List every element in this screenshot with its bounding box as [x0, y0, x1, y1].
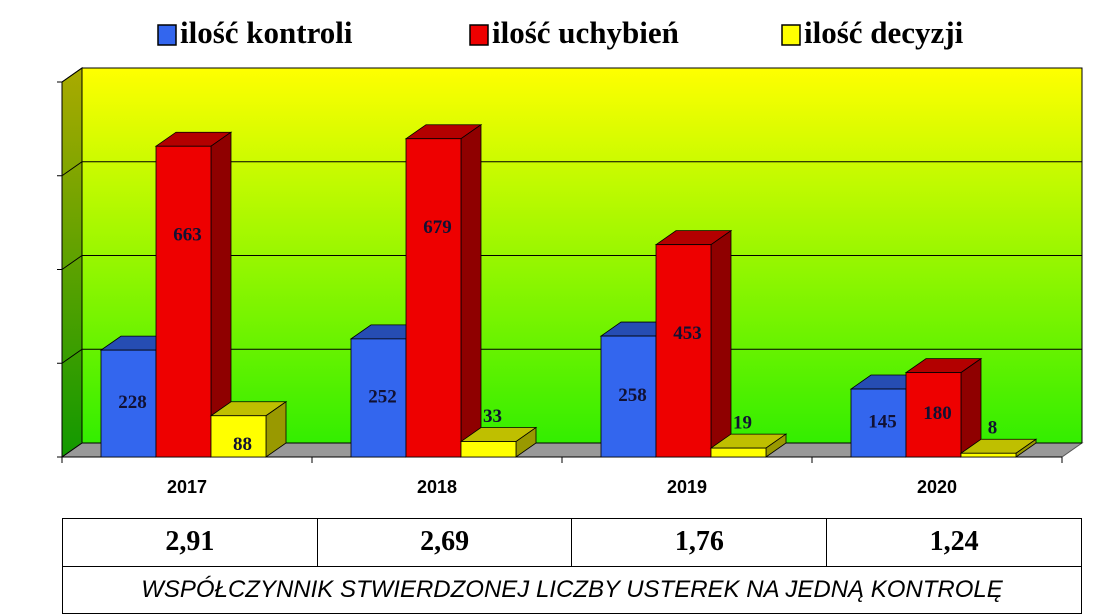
legend-label: ilość decyzji	[804, 15, 964, 50]
bar	[905, 372, 962, 458]
data-label: 33	[483, 406, 502, 427]
bar	[350, 338, 407, 458]
x-tick-label: 2018	[417, 477, 457, 497]
bar-side	[710, 229, 732, 458]
bar	[600, 335, 657, 458]
chart: ilość kontroli ilość uchybień ilość decyzj…	[57, 15, 1084, 497]
x-tick-label: 2017	[167, 477, 207, 497]
grid-line	[61, 442, 83, 458]
bar	[655, 244, 712, 458]
grid-line	[61, 255, 83, 270]
table-cell: 2,69	[316, 518, 573, 567]
legend: ilość kontroli ilość uchybień ilość decyzj…	[157, 15, 964, 50]
table-cell: 1,76	[571, 518, 828, 567]
table-caption: WSPÓŁCZYNNIK STWIERDZONEJ LICZBY USTEREK…	[62, 565, 1082, 614]
data-label: 19	[733, 412, 752, 433]
bar-side	[460, 123, 482, 458]
legend-swatch	[469, 24, 489, 46]
bar	[155, 145, 212, 458]
data-label: 453	[673, 323, 702, 344]
bar	[850, 388, 907, 458]
grid-line	[61, 67, 83, 83]
grid-line	[61, 348, 83, 364]
data-label: 88	[233, 434, 252, 455]
table-row: 2,91 2,69 1,76 1,24	[62, 518, 1082, 567]
legend-swatch	[781, 24, 801, 46]
data-label: 252	[368, 386, 397, 407]
legend-label: ilość kontroli	[180, 15, 353, 50]
bar	[405, 138, 462, 458]
legend-swatch	[157, 24, 177, 46]
data-label: 180	[923, 403, 952, 424]
bar	[100, 349, 157, 458]
table-cell: 1,24	[826, 518, 1082, 567]
legend-label: ilość uchybień	[492, 15, 679, 50]
bar	[960, 452, 1017, 458]
grid-line	[61, 161, 83, 177]
x-tick-label: 2019	[667, 477, 707, 497]
data-label: 663	[173, 225, 202, 246]
data-label: 228	[118, 392, 147, 413]
table-row: WSPÓŁCZYNNIK STWIERDZONEJ LICZBY USTEREK…	[62, 565, 1082, 614]
bar	[460, 441, 517, 458]
ratio-table: 2,91 2,69 1,76 1,24 WSPÓŁCZYNNIK STWIERDZON…	[62, 518, 1082, 614]
data-label: 258	[618, 385, 647, 406]
data-label: 8	[988, 418, 998, 439]
bar	[710, 447, 767, 458]
table-cell: 2,91	[62, 518, 318, 567]
x-tick-label: 2020	[917, 477, 957, 497]
data-label: 145	[868, 411, 897, 432]
bar	[210, 415, 267, 458]
data-label: 679	[423, 217, 452, 238]
